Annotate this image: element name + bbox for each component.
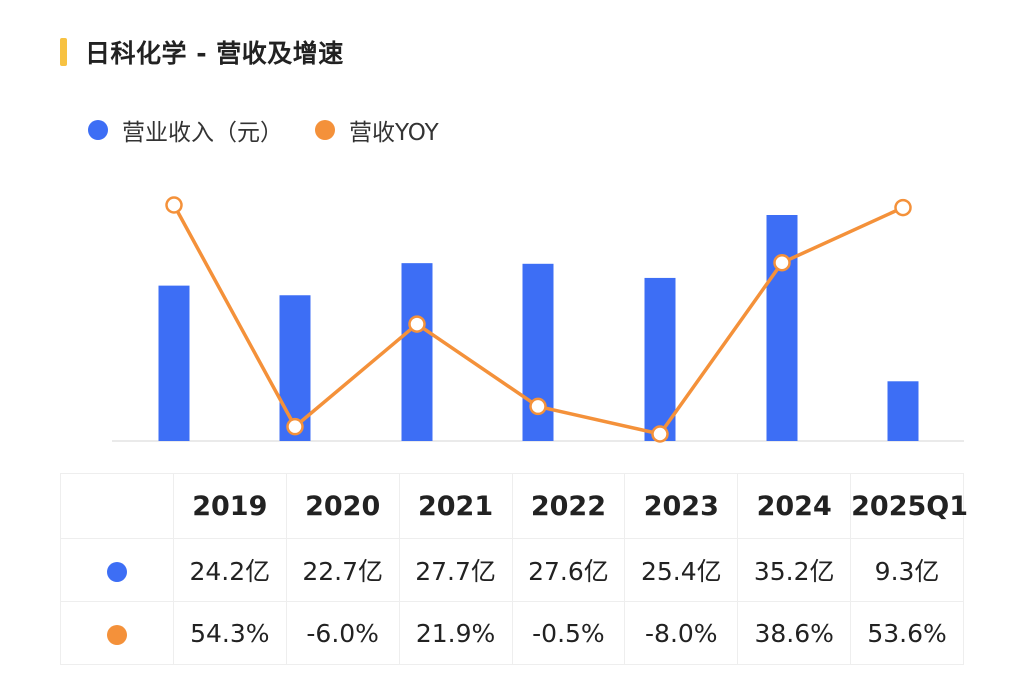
table-cell: 27.7亿 (398, 538, 513, 602)
table-header-cell: 2024 (737, 473, 852, 539)
table-cell: 35.2亿 (737, 538, 852, 602)
yoy-point-2024[interactable] (773, 253, 791, 272)
yoy-point-2019[interactable] (165, 196, 183, 214)
data-table: 2019 2020 2021 2022 2023 2024 2025Q1 24.… (60, 473, 968, 665)
table-header-cell: 2022 (511, 473, 626, 539)
row-marker (60, 601, 174, 665)
row-marker (60, 538, 174, 602)
table-header-cell: 2019 (172, 473, 287, 539)
title-text: 日科化学 - 营收及增速 (85, 39, 344, 68)
table-cell: -0.5% (511, 601, 626, 665)
legend-item-revenue[interactable]: 营业收入（元） (88, 113, 283, 147)
table-cell: -8.0% (624, 601, 739, 665)
table-cell: 27.6亿 (511, 538, 626, 602)
table-cell: 9.3亿 (850, 538, 964, 602)
legend: 营业收入（元） 营收YOY (88, 113, 471, 147)
yoy-point-2020[interactable] (286, 417, 304, 436)
table-header-cell: 2021 (398, 473, 513, 539)
revenue-bar-2023[interactable] (644, 277, 676, 441)
table-cell: -6.0% (285, 601, 400, 665)
legend-revenue-label: 营业收入（元） (122, 120, 283, 146)
legend-revenue-dot-icon (88, 120, 108, 140)
table-cell: 21.9% (398, 601, 513, 665)
legend-yoy-dot-icon (315, 120, 335, 140)
legend-item-yoy[interactable]: 营收YOY (315, 113, 439, 147)
yoy-point-2021[interactable] (408, 315, 426, 333)
combo-chart (112, 196, 964, 443)
legend-yoy-label: 营收YOY (349, 120, 439, 146)
table-cell: 38.6% (737, 601, 852, 665)
table-row-yoy: 54.3% -6.0% 21.9% -0.5% -8.0% 38.6% 53.6… (60, 601, 964, 665)
title-accent-bar (60, 38, 67, 66)
table-header-cell: 2020 (285, 473, 400, 539)
line-series (165, 196, 912, 443)
yoy-dot-icon (106, 624, 127, 645)
revenue-bar-2019[interactable] (158, 285, 190, 441)
yoy-point-2025Q1[interactable] (894, 198, 912, 217)
table-corner-cell (60, 473, 174, 539)
table-cell: 22.7亿 (285, 538, 400, 602)
table-cell: 53.6% (850, 601, 964, 665)
table-header-row: 2019 2020 2021 2022 2023 2024 2025Q1 (60, 473, 968, 539)
chart-title: 日科化学 - 营收及增速 (60, 34, 344, 70)
revenue-bar-2021[interactable] (401, 263, 433, 441)
table-header-cell: 2025Q1 (850, 473, 968, 539)
yoy-point-2022[interactable] (529, 397, 547, 416)
revenue-bar-2025Q1[interactable] (887, 381, 919, 441)
revenue-bar-2024[interactable] (766, 215, 798, 441)
table-cell: 24.2亿 (172, 538, 287, 602)
table-row-revenue: 24.2亿 22.7亿 27.7亿 27.6亿 25.4亿 35.2亿 9.3亿 (60, 538, 964, 602)
table-cell: 25.4亿 (624, 538, 739, 602)
table-header-cell: 2023 (624, 473, 739, 539)
yoy-point-2023[interactable] (651, 425, 669, 443)
table-cell: 54.3% (172, 601, 287, 665)
revenue-dot-icon (106, 561, 127, 582)
